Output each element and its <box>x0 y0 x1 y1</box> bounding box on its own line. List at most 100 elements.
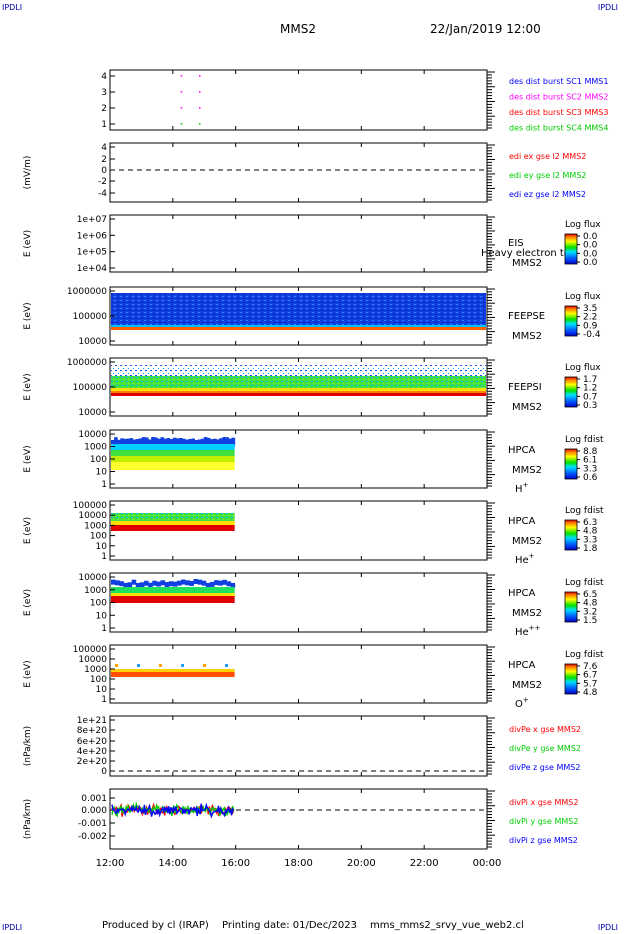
hpca-cell <box>179 438 183 446</box>
y-tick-label: 10000 <box>78 655 107 665</box>
y-tick-label: 2 <box>101 155 107 165</box>
y-axis-label: E (eV) <box>23 660 33 687</box>
burst-marker <box>180 91 183 93</box>
hpca-cell <box>137 664 140 667</box>
hpca-cell <box>151 437 155 447</box>
hpca-cell <box>205 582 211 588</box>
panel-frame <box>109 715 488 777</box>
colorbar <box>564 591 578 623</box>
colorbar-tick-label: 0.6 <box>583 473 598 483</box>
hpca-cell <box>135 582 141 588</box>
hpca-band <box>111 450 235 456</box>
hpca-cell <box>197 579 203 585</box>
panel-burst: 1 2 3 4 des dist burst SC1 MMS1 des dist burs… <box>101 69 608 133</box>
y-tick-label: 1e+05 <box>77 248 107 258</box>
hpca-cell <box>200 438 205 446</box>
y-axis-label: E (eV) <box>23 373 33 400</box>
panel-divpi: (nPa/km) 0.001 0.000 -0.001 -0.002 divPi x gs… <box>23 788 578 850</box>
hpca-cell <box>143 580 149 586</box>
feepse-band-cyan <box>111 325 486 328</box>
footer-producer: Produced by cl (IRAP) <box>102 920 209 931</box>
colorbar-tick-label: 6.7 <box>583 671 597 681</box>
hpca-cell <box>117 439 121 445</box>
colorbar-title: Log flux <box>565 292 601 302</box>
hpca-cell <box>148 439 152 445</box>
spacecraft-label: MMS2 <box>512 465 542 476</box>
colorbar-tick-label: 0.3 <box>583 401 597 411</box>
burst-marker <box>180 107 183 109</box>
time-tick-label: 14:00 <box>158 858 187 869</box>
colorbar-tick-label: 3.2 <box>583 607 597 617</box>
hpca-band <box>111 669 235 672</box>
colorbar <box>564 233 578 265</box>
hpca-cell <box>175 438 180 446</box>
colorbar-tick-label: 3.5 <box>583 304 597 314</box>
hpca-cell <box>152 580 157 586</box>
hpca-cell <box>127 582 133 588</box>
feepsi-yellow <box>111 388 486 392</box>
legend-entry: divPi z gse MMS2 <box>509 836 578 845</box>
y-tick-label: 100 <box>90 599 107 609</box>
spacecraft-label: MMS2 <box>512 680 542 691</box>
legend-entry: divPi x gse MMS2 <box>509 798 578 807</box>
colorbar-tick-label: 4.8 <box>583 599 598 609</box>
y-tick-label: 2e+20 <box>77 757 108 767</box>
hpca-cell <box>225 664 228 667</box>
hpca-cell <box>203 437 208 447</box>
legend-entry: divPe z gse MMS2 <box>509 763 580 772</box>
colorbar-tick-label: 2.2 <box>583 313 597 323</box>
y-axis-label: (nPa/km) <box>23 799 33 839</box>
y-tick-label: 10000 <box>78 511 107 521</box>
colorbar <box>564 448 578 480</box>
y-axis-label: (mV/m) <box>23 156 33 190</box>
y-tick-label: 100000 <box>73 645 108 655</box>
colorbar-title: Log fdist <box>565 650 604 660</box>
species-charge: + <box>529 552 535 560</box>
footer-filename: mms_mms2_srvy_vue_web2.cl <box>370 920 524 931</box>
colorbar-tick-label: 4.8 <box>583 527 598 537</box>
time-tick-label: 12:00 <box>96 858 125 869</box>
y-tick-label: -0.002 <box>78 832 107 842</box>
instrument-label: HPCA <box>508 445 536 456</box>
colorbar-tick-label: 3.3 <box>583 535 597 545</box>
colorbar-title: Log flux <box>565 363 601 373</box>
hpca-cell <box>191 438 195 446</box>
colorbar-title: Log fdist <box>565 578 604 588</box>
y-tick-label: -4 <box>98 189 107 199</box>
hpca-cell <box>172 437 177 447</box>
hpca-cell <box>185 580 190 586</box>
y-tick-label: 4 <box>101 72 107 82</box>
time-tick-label: 00:00 <box>473 858 502 869</box>
y-tick-label: 4 <box>101 143 107 153</box>
hpca-band <box>111 587 235 593</box>
instrument-label: HPCA <box>508 660 536 671</box>
hpca-cell <box>157 438 161 446</box>
panel-feepsi: E (eV) 1000000 100000 10000 FEEPSI MMS2 Log fl… <box>23 357 601 418</box>
corner-label-top-left: IPDLI <box>2 3 23 12</box>
hpca-cell <box>154 437 158 447</box>
hpca-cell <box>160 580 166 586</box>
legend-entry: divPe y gse MMS2 <box>509 744 581 753</box>
hpca-cell <box>189 580 194 586</box>
y-tick-label: 1000 <box>84 443 107 453</box>
hpca-cell <box>194 439 199 445</box>
legend-entry: des dist burst SC3 MMS3 <box>509 108 608 117</box>
hpca-cell <box>218 580 223 586</box>
hpca-cell <box>230 582 236 588</box>
colorbar <box>564 376 578 408</box>
y-tick-label: 1e+21 <box>77 716 107 726</box>
burst-marker <box>199 91 201 93</box>
hpca-cell <box>185 439 189 445</box>
hpca-cell <box>120 438 124 446</box>
hpca-band <box>111 672 235 677</box>
colorbar-tick-label: 5.7 <box>583 679 597 689</box>
colorbar-tick-label: 1.8 <box>583 544 598 554</box>
y-tick-label: 10 <box>96 542 108 552</box>
y-axis-label: E (eV) <box>23 302 33 329</box>
feepsi-orange <box>111 391 486 394</box>
hpca-cell <box>201 580 207 586</box>
spacecraft-label: MMS2 <box>512 402 542 413</box>
legend-entry: edi ez gse l2 MMS2 <box>509 190 586 199</box>
